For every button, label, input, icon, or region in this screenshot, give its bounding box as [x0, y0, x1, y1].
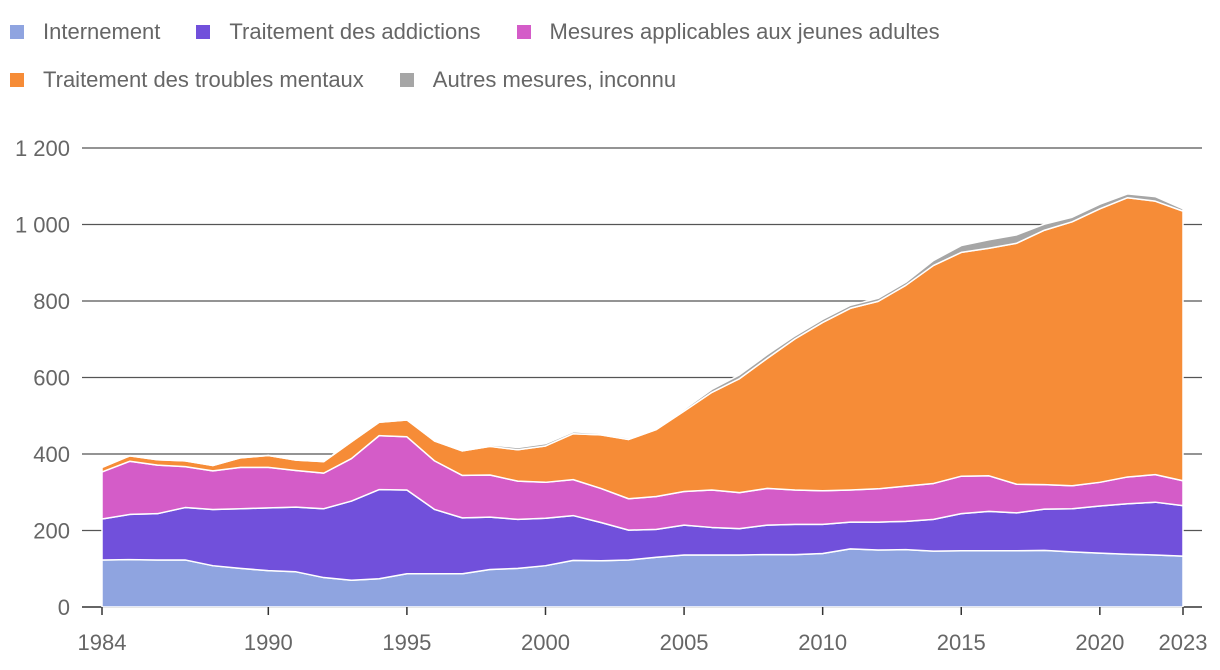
legend-label-traitement-addictions: Traitement des addictions [229, 19, 481, 44]
x-tick-label-1995: 1995 [382, 630, 431, 655]
x-tick-label-1984: 1984 [78, 630, 127, 655]
y-tick-label-600: 600 [33, 366, 70, 391]
y-tick-label-400: 400 [33, 442, 70, 467]
y-tick-label-800: 800 [33, 289, 70, 314]
legend-swatch-traitement-addictions [196, 25, 211, 39]
legend-row-1: Internement Traitement des addictions Me… [10, 8, 1210, 56]
x-tick-label-1990: 1990 [244, 630, 293, 655]
legend-swatch-mesures-jeunes-adultes [516, 25, 531, 39]
legend-label-troubles-mentaux: Traitement des troubles mentaux [43, 67, 364, 92]
legend-item-troubles-mentaux: Traitement des troubles mentaux [10, 67, 364, 93]
x-tick-label-2010: 2010 [798, 630, 847, 655]
y-tick-label-1000: 1 000 [15, 213, 70, 238]
legend-label-mesures-jeunes-adultes: Mesures applicables aux jeunes adultes [549, 19, 940, 44]
axes: 0 200 400 600 800 1 000 1 200 1984 1990 1995 2000 2… [15, 136, 1208, 655]
legend-label-autres-mesures: Autres mesures, inconnu [432, 67, 677, 92]
chart-legend: Internement Traitement des addictions Me… [10, 8, 1210, 104]
legend-item-autres-mesures: Autres mesures, inconnu [399, 67, 677, 93]
x-tick-label-2005: 2005 [660, 630, 709, 655]
y-tick-label-1200: 1 200 [15, 136, 70, 161]
legend-item-mesures-jeunes-adultes: Mesures applicables aux jeunes adultes [516, 19, 940, 45]
x-tick-label-2020: 2020 [1075, 630, 1124, 655]
legend-swatch-autres-mesures [399, 73, 414, 87]
y-tick-label-0: 0 [58, 595, 70, 620]
legend-row-2: Traitement des troubles mentaux Autres m… [10, 56, 1210, 104]
series-areas [101, 193, 1184, 608]
legend-swatch-internement [10, 25, 24, 39]
legend-swatch-troubles-mentaux [10, 73, 24, 87]
legend-label-internement: Internement [43, 19, 161, 44]
area-autres-mesures-inconnu [101, 193, 1184, 469]
legend-item-traitement-addictions: Traitement des addictions [196, 19, 481, 45]
x-tick-label-2015: 2015 [937, 630, 986, 655]
x-tick-label-2023: 2023 [1159, 630, 1208, 655]
legend-item-internement: Internement [10, 19, 160, 45]
x-tick-label-2000: 2000 [521, 630, 570, 655]
y-tick-label-200: 200 [33, 519, 70, 544]
